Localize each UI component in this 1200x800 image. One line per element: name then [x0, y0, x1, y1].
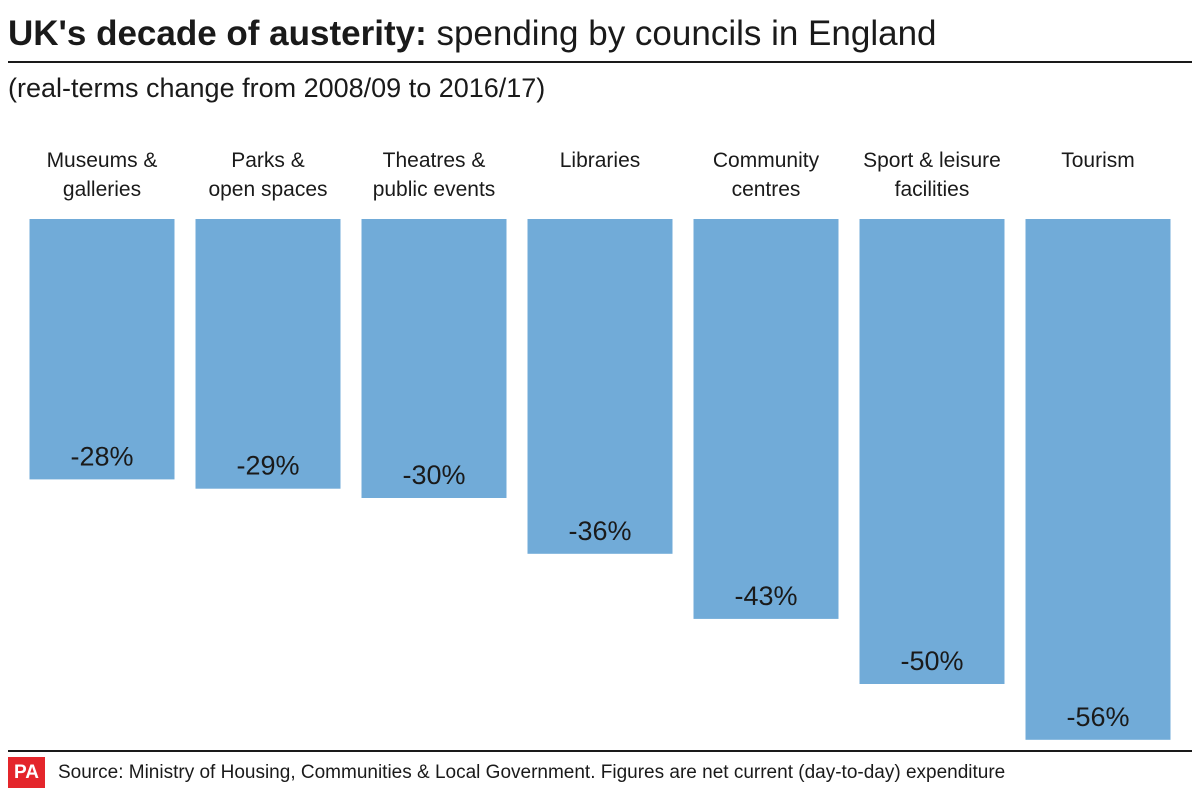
pa-logo: PA — [8, 757, 45, 788]
bar-3 — [527, 219, 673, 554]
source-note: Source: Ministry of Housing, Communities… — [58, 762, 1006, 783]
bar-1 — [195, 219, 341, 489]
bar-6 — [1025, 219, 1171, 740]
chart-title-bold: UK's decade of austerity: — [8, 14, 427, 53]
title-divider — [8, 61, 1192, 63]
category-label-0-line-1: galleries — [63, 178, 141, 201]
chart-title: UK's decade of austerity: spending by co… — [8, 12, 937, 56]
value-label-0: -28% — [70, 441, 133, 471]
value-label-2: -30% — [402, 460, 465, 490]
value-label-5: -50% — [900, 646, 963, 676]
category-label-5-line-0: Sport & leisure — [863, 149, 1001, 172]
footer-divider — [8, 750, 1192, 752]
category-label-1-line-1: open spaces — [208, 178, 327, 201]
bar-chart: Museums & galleries -28% Parks & open spaces… — [29, 149, 1171, 740]
bar-0 — [29, 219, 175, 480]
category-label-1-line-0: Parks & — [231, 149, 305, 172]
category-label-4-line-1: centres — [732, 178, 801, 201]
value-label-6: -56% — [1066, 702, 1129, 732]
bar-2 — [361, 219, 507, 498]
value-label-4: -43% — [734, 581, 797, 611]
category-label-3-line-0: Libraries — [560, 149, 641, 172]
value-label-3: -36% — [568, 516, 631, 546]
category-label-0-line-0: Museums & — [47, 149, 158, 172]
chart-title-rest: spending by councils in England — [426, 14, 937, 53]
category-label-2-line-0: Theatres & — [383, 149, 486, 172]
category-label-5-line-1: facilities — [895, 178, 970, 201]
value-label-1: -29% — [236, 451, 299, 481]
category-label-2-line-1: public events — [373, 178, 496, 201]
bar-5 — [859, 219, 1005, 684]
category-label-6-line-0: Tourism — [1061, 149, 1135, 172]
category-label-4-line-0: Community — [713, 149, 820, 172]
bar-4 — [693, 219, 839, 619]
chart-subtitle: (real-terms change from 2008/09 to 2016/… — [8, 73, 546, 103]
